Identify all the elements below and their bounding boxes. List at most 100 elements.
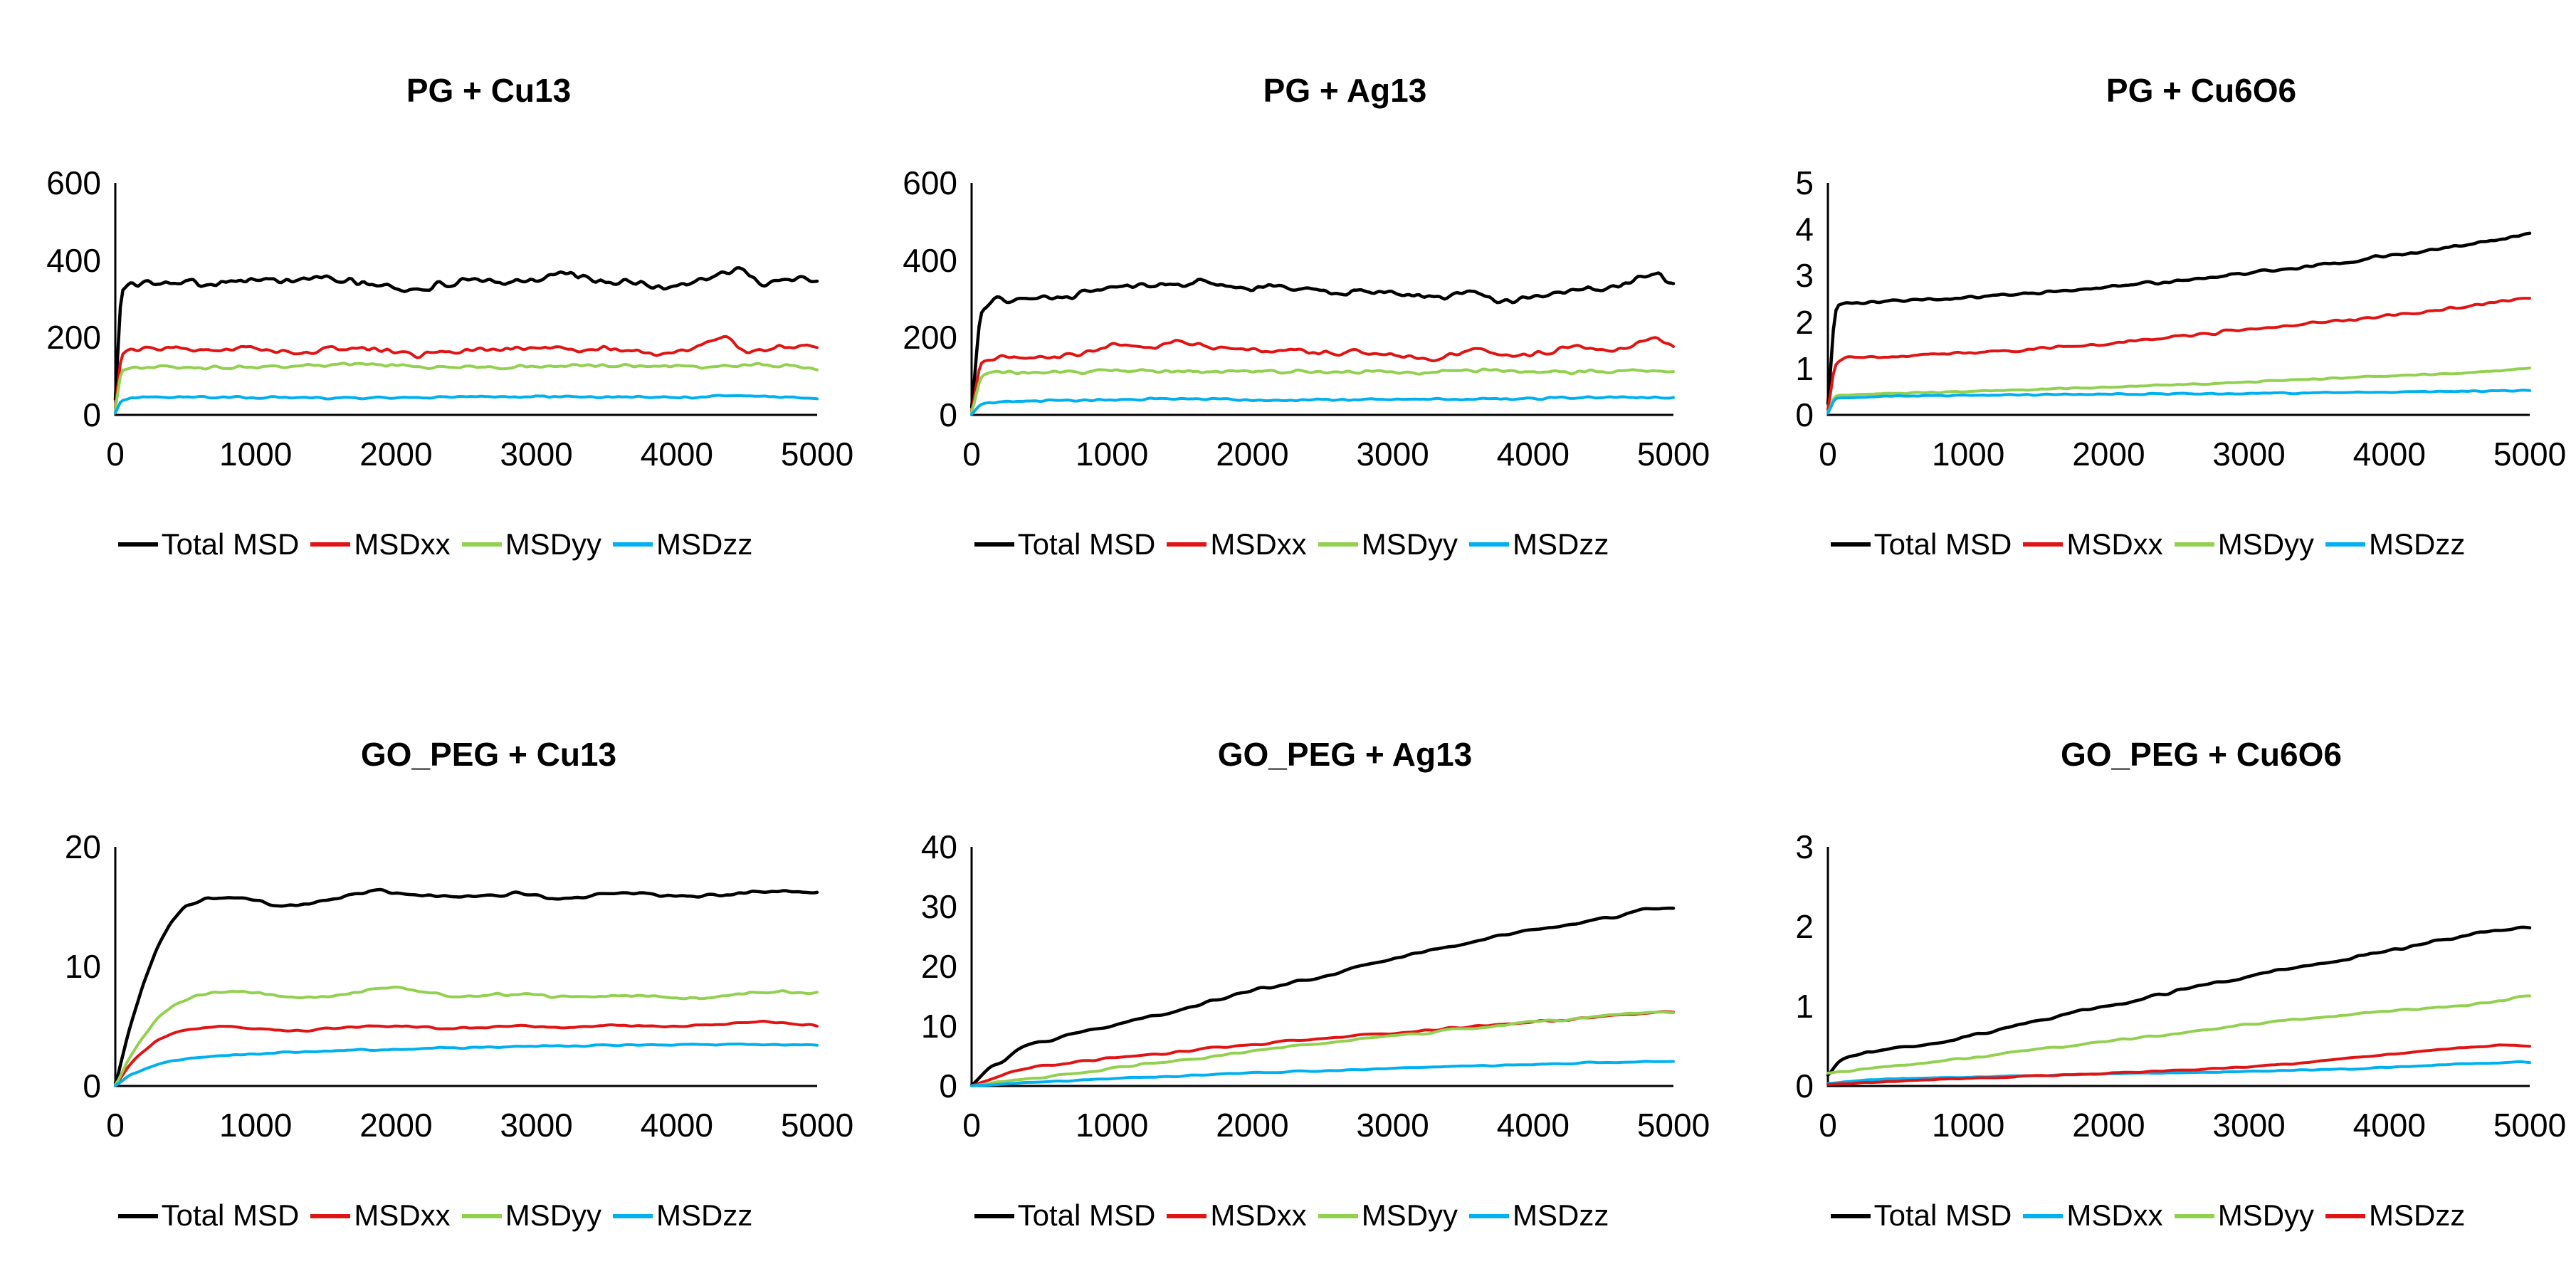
- x-tick-label: 1000: [219, 436, 293, 473]
- series-line-msdxx: [1826, 297, 2531, 411]
- plot-area: [1826, 183, 2532, 416]
- y-tick-label: 1: [1795, 349, 1814, 387]
- y-tick-label: 400: [903, 241, 957, 279]
- x-axis-ticks: 0 1000 2000 3000 4000 5000: [106, 416, 853, 487]
- series-line-msdyy: [114, 986, 819, 1087]
- legend-item-msdyy: MSDyy: [461, 527, 601, 562]
- chart-go-peg-cu6o6: GO_PEG + Cu6O6 0 1 2 3 0 1000 2000 3000 4000 500…: [1720, 735, 2576, 1233]
- series-line-total-msd: [969, 271, 1676, 409]
- legend-label: MSDzz: [2369, 527, 2466, 561]
- y-tick-label: 10: [920, 1008, 957, 1045]
- x-tick-label: 3000: [500, 436, 573, 473]
- x-tick-label: 4000: [640, 1107, 713, 1144]
- series-line-msdxx: [1826, 1060, 2531, 1085]
- axis-lines: [970, 183, 1673, 416]
- legend-item-msdxx: MSDxx: [2023, 1198, 2163, 1233]
- series-line-msdyy: [1826, 994, 2531, 1075]
- x-tick-label: 2000: [2072, 1107, 2145, 1144]
- y-tick-label: 20: [920, 948, 957, 986]
- x-tick-label: 1000: [1932, 1107, 2005, 1144]
- plot-area: [969, 847, 1676, 1088]
- x-tick-label: 2000: [359, 436, 433, 473]
- legend-line-swatch: [461, 542, 502, 547]
- x-tick-label: 0: [962, 436, 981, 473]
- x-tick-label: 3000: [2212, 1107, 2286, 1144]
- x-tick-label: 4000: [640, 436, 713, 473]
- legend-label: MSDyy: [1361, 1198, 1458, 1233]
- legend-label: MSDzz: [2369, 1198, 2466, 1233]
- y-tick-label: 0: [1795, 396, 1814, 433]
- legend-line-swatch: [974, 542, 1014, 547]
- x-tick-label: 2000: [1216, 1107, 1289, 1144]
- legend-label: MSDxx: [2066, 1198, 2163, 1233]
- legend-label: Total MSD: [1873, 527, 2012, 561]
- legend-line-swatch: [117, 1213, 158, 1218]
- legend-item-msdzz: MSDzz: [613, 527, 752, 562]
- legend-item-total-msd: Total MSD: [974, 527, 1155, 562]
- chart-pg-cu13: PG + Cu13 0 200 400 600 0 1000 2000 3000 4000 50…: [7, 71, 863, 562]
- chart-title: GO_PEG + Cu13: [360, 736, 617, 774]
- x-tick-label: 0: [1819, 436, 1837, 473]
- legend-line-swatch: [2174, 542, 2214, 547]
- x-tick-label: 4000: [1496, 1107, 1570, 1144]
- plot-row: 0 200 400 600: [863, 167, 1720, 431]
- y-axis-ticks: 0 200 400 600: [7, 167, 114, 431]
- series-line-total-msd: [1826, 231, 2532, 406]
- legend-line-swatch: [1167, 1213, 1207, 1218]
- y-tick-label: 400: [46, 241, 101, 279]
- axis-lines: [114, 183, 817, 416]
- axis-lines: [114, 847, 817, 1087]
- plot-area: [969, 183, 1676, 416]
- x-tick-label: 3000: [1356, 436, 1429, 473]
- series-line-total-msd: [113, 888, 819, 1085]
- legend-item-msdyy: MSDyy: [1318, 527, 1458, 562]
- y-tick-label: 200: [903, 319, 957, 357]
- legend-item-msdzz: MSDzz: [1469, 527, 1609, 562]
- y-tick-label: 4: [1795, 211, 1814, 248]
- legend-item-msdzz: MSDzz: [2325, 527, 2465, 562]
- chart-title: GO_PEG + Ag13: [1217, 736, 1473, 774]
- x-tick-label: 1000: [1932, 436, 2005, 473]
- x-tick-label: 1000: [1076, 436, 1149, 473]
- y-tick-label: 0: [939, 1067, 957, 1105]
- series-line-msdzz: [1826, 1043, 2531, 1087]
- x-axis-ticks: 0 1000 2000 3000 4000 5000: [1819, 1087, 2566, 1159]
- y-tick-label: 30: [920, 888, 957, 926]
- legend-item-msdyy: MSDyy: [461, 1198, 601, 1233]
- chart-pg-ag13: PG + Ag13 0 200 400 600 0 1000 2000 3000 4000 50…: [863, 71, 1720, 562]
- series-line-msdyy: [114, 362, 819, 411]
- x-tick-label: 1000: [1076, 1107, 1149, 1144]
- y-tick-label: 2: [1795, 303, 1814, 341]
- y-tick-label: 0: [83, 396, 101, 433]
- axis-lines: [970, 847, 1673, 1087]
- x-tick-label: 2000: [2072, 436, 2145, 473]
- legend-label: MSDxx: [2066, 527, 2163, 561]
- x-tick-label: 1000: [219, 1107, 293, 1144]
- legend-item-msdzz: MSDzz: [613, 1198, 752, 1233]
- legend-label: Total MSD: [161, 1198, 300, 1233]
- legend-line-swatch: [310, 542, 351, 547]
- legend-label: MSDzz: [1513, 1198, 1609, 1233]
- x-axis-ticks: 0 1000 2000 3000 4000 5000: [962, 416, 1710, 487]
- series-line-msdxx: [114, 1020, 819, 1087]
- chart-title: PG + Ag13: [1263, 72, 1427, 109]
- series-line-msdyy: [970, 367, 1675, 414]
- y-axis-ticks: 0 200 400 600: [863, 167, 970, 431]
- legend-line-swatch: [1830, 1213, 1871, 1218]
- legend-label: MSDxx: [354, 527, 451, 561]
- legend-line-swatch: [1318, 1213, 1358, 1218]
- x-tick-label: 3000: [500, 1107, 573, 1144]
- x-tick-label: 4000: [1496, 436, 1570, 473]
- plot-row: 0 200 400 600: [7, 167, 863, 431]
- figure-row-top: PG + Cu13 0 200 400 600 0 1000 2000 3000 4000 50…: [7, 71, 2576, 562]
- y-axis-ticks: 0 1 2 3: [1720, 830, 1826, 1102]
- series-line-msdzz: [114, 394, 819, 415]
- legend-label: MSDxx: [354, 1198, 451, 1233]
- y-axis-ticks: 0 10 20: [7, 830, 114, 1102]
- legend-item-total-msd: Total MSD: [1830, 527, 2012, 562]
- x-tick-label: 4000: [2352, 1107, 2426, 1144]
- legend-line-swatch: [2174, 1213, 2214, 1218]
- x-tick-label: 5000: [1636, 436, 1710, 473]
- legend-item-msdxx: MSDxx: [1167, 527, 1307, 562]
